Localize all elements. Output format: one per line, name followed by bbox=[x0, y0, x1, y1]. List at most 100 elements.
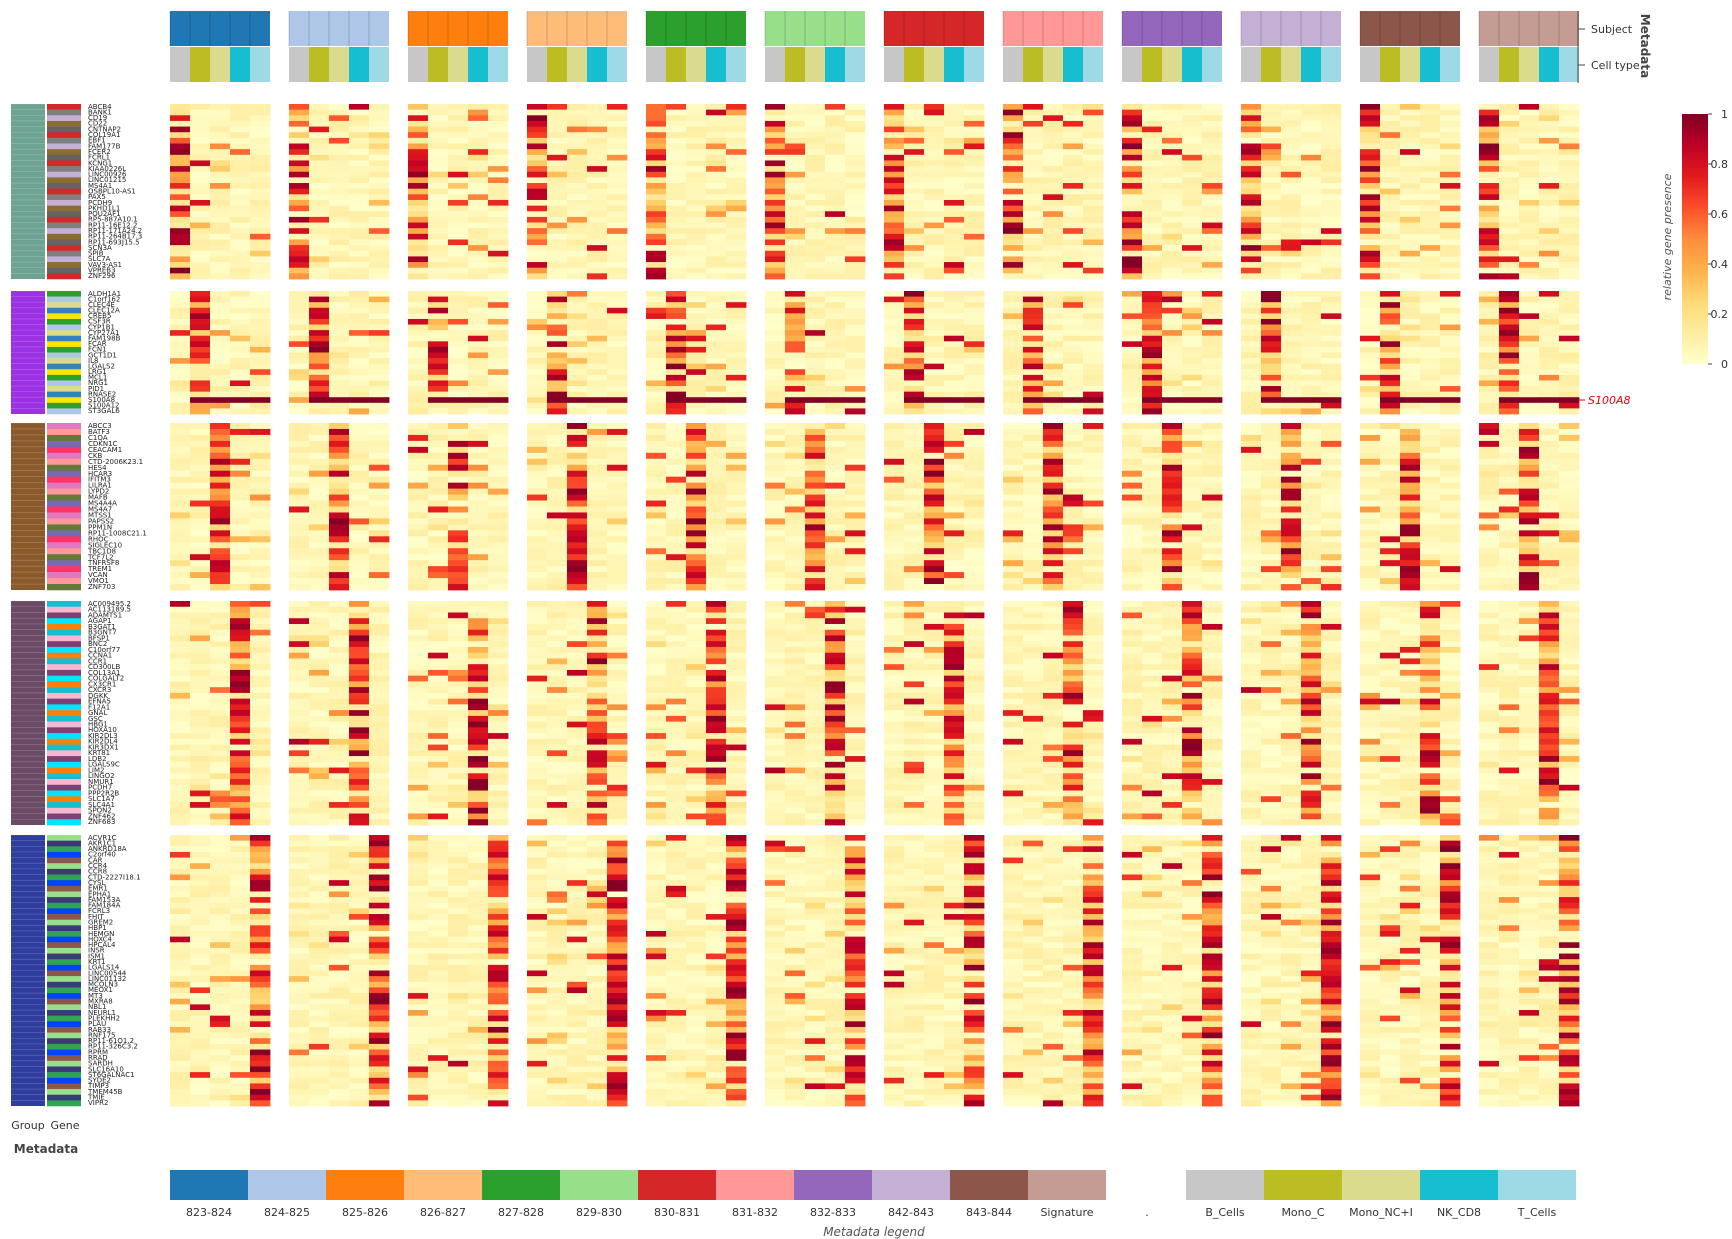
heatmap-cell bbox=[488, 369, 509, 376]
heatmap-cell bbox=[547, 476, 568, 484]
heatmap-cell bbox=[170, 262, 191, 269]
heatmap-cell bbox=[825, 566, 846, 573]
heatmap-cell bbox=[1400, 386, 1421, 393]
heatmap-cell bbox=[1321, 352, 1342, 359]
heatmap-cell bbox=[349, 160, 370, 167]
heatmap-cell bbox=[1063, 143, 1084, 150]
heatmap-cell bbox=[726, 302, 747, 309]
heatmap-cell bbox=[468, 143, 489, 150]
heatmap-cell bbox=[1241, 482, 1262, 490]
heatmap-cell bbox=[964, 211, 985, 218]
heatmap-cell bbox=[765, 446, 786, 454]
heatmap-cell bbox=[1301, 374, 1322, 381]
heatmap-cell bbox=[1321, 402, 1342, 409]
heatmap-cell bbox=[408, 352, 429, 359]
heatmap-cell bbox=[845, 488, 866, 495]
heatmap-cell bbox=[1400, 391, 1421, 398]
heatmap-cell bbox=[607, 402, 628, 409]
heatmap-cell bbox=[785, 216, 806, 223]
heatmap-cell bbox=[1420, 408, 1441, 415]
heatmap-cell bbox=[587, 267, 608, 274]
heatmap-cell bbox=[1162, 402, 1183, 409]
heatmap-cell bbox=[1420, 548, 1441, 555]
heatmap-cell bbox=[210, 710, 231, 717]
heatmap-cell bbox=[1539, 542, 1560, 549]
heatmap-cell bbox=[329, 494, 350, 501]
heatmap-cell bbox=[726, 464, 747, 472]
heatmap-cell bbox=[1559, 566, 1580, 573]
heatmap-cell bbox=[646, 494, 667, 501]
heatmap-cell bbox=[190, 733, 211, 740]
heatmap-cell bbox=[686, 578, 707, 585]
heatmap-cell bbox=[587, 330, 608, 337]
heatmap-cell bbox=[1499, 476, 1520, 484]
heatmap-cell bbox=[428, 222, 449, 229]
heatmap-cell bbox=[587, 318, 608, 325]
heatmap-cell bbox=[1043, 560, 1064, 567]
heatmap-cell bbox=[1043, 530, 1064, 537]
heatmap-cell bbox=[845, 228, 866, 235]
heatmap-cell bbox=[1003, 554, 1024, 561]
heatmap-cell bbox=[1122, 464, 1143, 472]
heatmap-cell bbox=[1003, 216, 1024, 223]
heatmap-cell bbox=[408, 548, 429, 555]
heatmap-cell bbox=[1003, 542, 1024, 549]
heatmap-cell bbox=[1499, 500, 1520, 507]
heatmap-cell bbox=[845, 132, 866, 139]
heatmap-cell bbox=[170, 488, 191, 495]
heatmap-cell bbox=[686, 291, 707, 297]
heatmap-cell bbox=[1301, 233, 1322, 240]
heatmap-cell bbox=[666, 548, 687, 555]
heatmap-cell bbox=[1142, 205, 1163, 212]
heatmap-cell bbox=[1321, 132, 1342, 139]
heatmap-cell bbox=[1063, 267, 1084, 274]
heatmap-cell bbox=[1122, 402, 1143, 409]
heatmap-cell bbox=[567, 239, 588, 246]
heatmap-cell bbox=[170, 216, 191, 223]
heatmap-cell bbox=[825, 386, 846, 393]
heatmap-cell bbox=[924, 324, 945, 331]
heatmap-cell bbox=[547, 171, 568, 178]
heatmap-cell bbox=[1479, 291, 1500, 297]
heatmap-cell bbox=[170, 318, 191, 325]
heatmap-cell bbox=[289, 374, 310, 381]
heatmap-cell bbox=[1083, 358, 1104, 365]
heatmap-cell bbox=[1003, 115, 1024, 122]
heatmap-cell bbox=[1083, 536, 1104, 543]
heatmap-cell bbox=[448, 137, 469, 144]
heatmap-cell bbox=[1321, 160, 1342, 167]
heatmap-cell bbox=[428, 302, 449, 309]
heatmap-cell bbox=[329, 578, 350, 585]
heatmap-cell bbox=[944, 115, 965, 122]
heatmap-cell bbox=[190, 500, 211, 507]
heatmap-cell bbox=[329, 183, 350, 190]
heatmap-cell bbox=[428, 446, 449, 454]
heatmap-cell bbox=[1321, 318, 1342, 325]
heatmap-cell bbox=[170, 698, 191, 705]
heatmap-cell bbox=[309, 222, 330, 229]
heatmap-cell bbox=[646, 211, 667, 218]
heatmap-cell bbox=[547, 222, 568, 229]
heatmap-cell bbox=[289, 143, 310, 150]
heatmap-cell bbox=[567, 408, 588, 415]
heatmap-cell bbox=[230, 560, 251, 567]
heatmap-cell bbox=[230, 446, 251, 454]
heatmap-cell bbox=[289, 578, 310, 585]
heatmap-cell bbox=[190, 104, 211, 111]
heatmap-cell bbox=[1162, 132, 1183, 139]
heatmap-cell bbox=[289, 494, 310, 501]
heatmap-cell bbox=[1261, 380, 1282, 387]
heatmap-cell bbox=[1539, 296, 1560, 303]
heatmap-cell bbox=[468, 423, 489, 430]
heatmap-cell bbox=[289, 183, 310, 190]
heatmap-cell bbox=[170, 428, 191, 436]
heatmap-cell bbox=[250, 132, 271, 139]
heatmap-cell bbox=[1083, 109, 1104, 116]
heatmap-cell bbox=[1301, 391, 1322, 398]
heatmap-cell bbox=[190, 154, 211, 161]
heatmap-cell bbox=[1499, 452, 1520, 460]
heatmap-cell bbox=[408, 228, 429, 235]
heatmap-cell bbox=[190, 291, 211, 297]
heatmap-cell bbox=[904, 458, 925, 466]
heatmap-cell bbox=[408, 245, 429, 252]
